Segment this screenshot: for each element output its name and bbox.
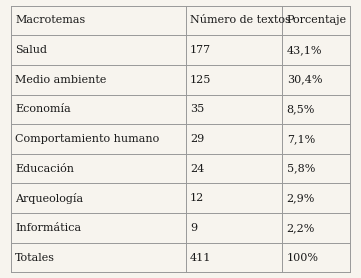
Text: 43,1%: 43,1% <box>287 45 322 55</box>
Text: 7,1%: 7,1% <box>287 134 315 144</box>
Text: 24: 24 <box>190 164 204 174</box>
Text: Número de textos: Número de textos <box>190 15 291 25</box>
Text: 5,8%: 5,8% <box>287 164 315 174</box>
Text: 12: 12 <box>190 193 204 203</box>
Text: 2,9%: 2,9% <box>287 193 315 203</box>
Text: 9: 9 <box>190 223 197 233</box>
Text: Porcentaje: Porcentaje <box>287 15 347 25</box>
Text: 125: 125 <box>190 75 211 85</box>
Text: 35: 35 <box>190 104 204 114</box>
Text: Arqueología: Arqueología <box>15 193 83 204</box>
Text: Comportamiento humano: Comportamiento humano <box>15 134 160 144</box>
Text: 411: 411 <box>190 253 211 263</box>
Text: 8,5%: 8,5% <box>287 104 315 114</box>
Text: Salud: Salud <box>15 45 47 55</box>
Text: Educación: Educación <box>15 164 74 174</box>
Text: Informática: Informática <box>15 223 81 233</box>
Text: 100%: 100% <box>287 253 319 263</box>
Text: 29: 29 <box>190 134 204 144</box>
Text: 30,4%: 30,4% <box>287 75 322 85</box>
Text: 177: 177 <box>190 45 211 55</box>
Text: Macrotemas: Macrotemas <box>15 15 86 25</box>
Text: Economía: Economía <box>15 104 71 114</box>
Text: Totales: Totales <box>15 253 55 263</box>
Text: Medio ambiente: Medio ambiente <box>15 75 106 85</box>
Text: 2,2%: 2,2% <box>287 223 315 233</box>
